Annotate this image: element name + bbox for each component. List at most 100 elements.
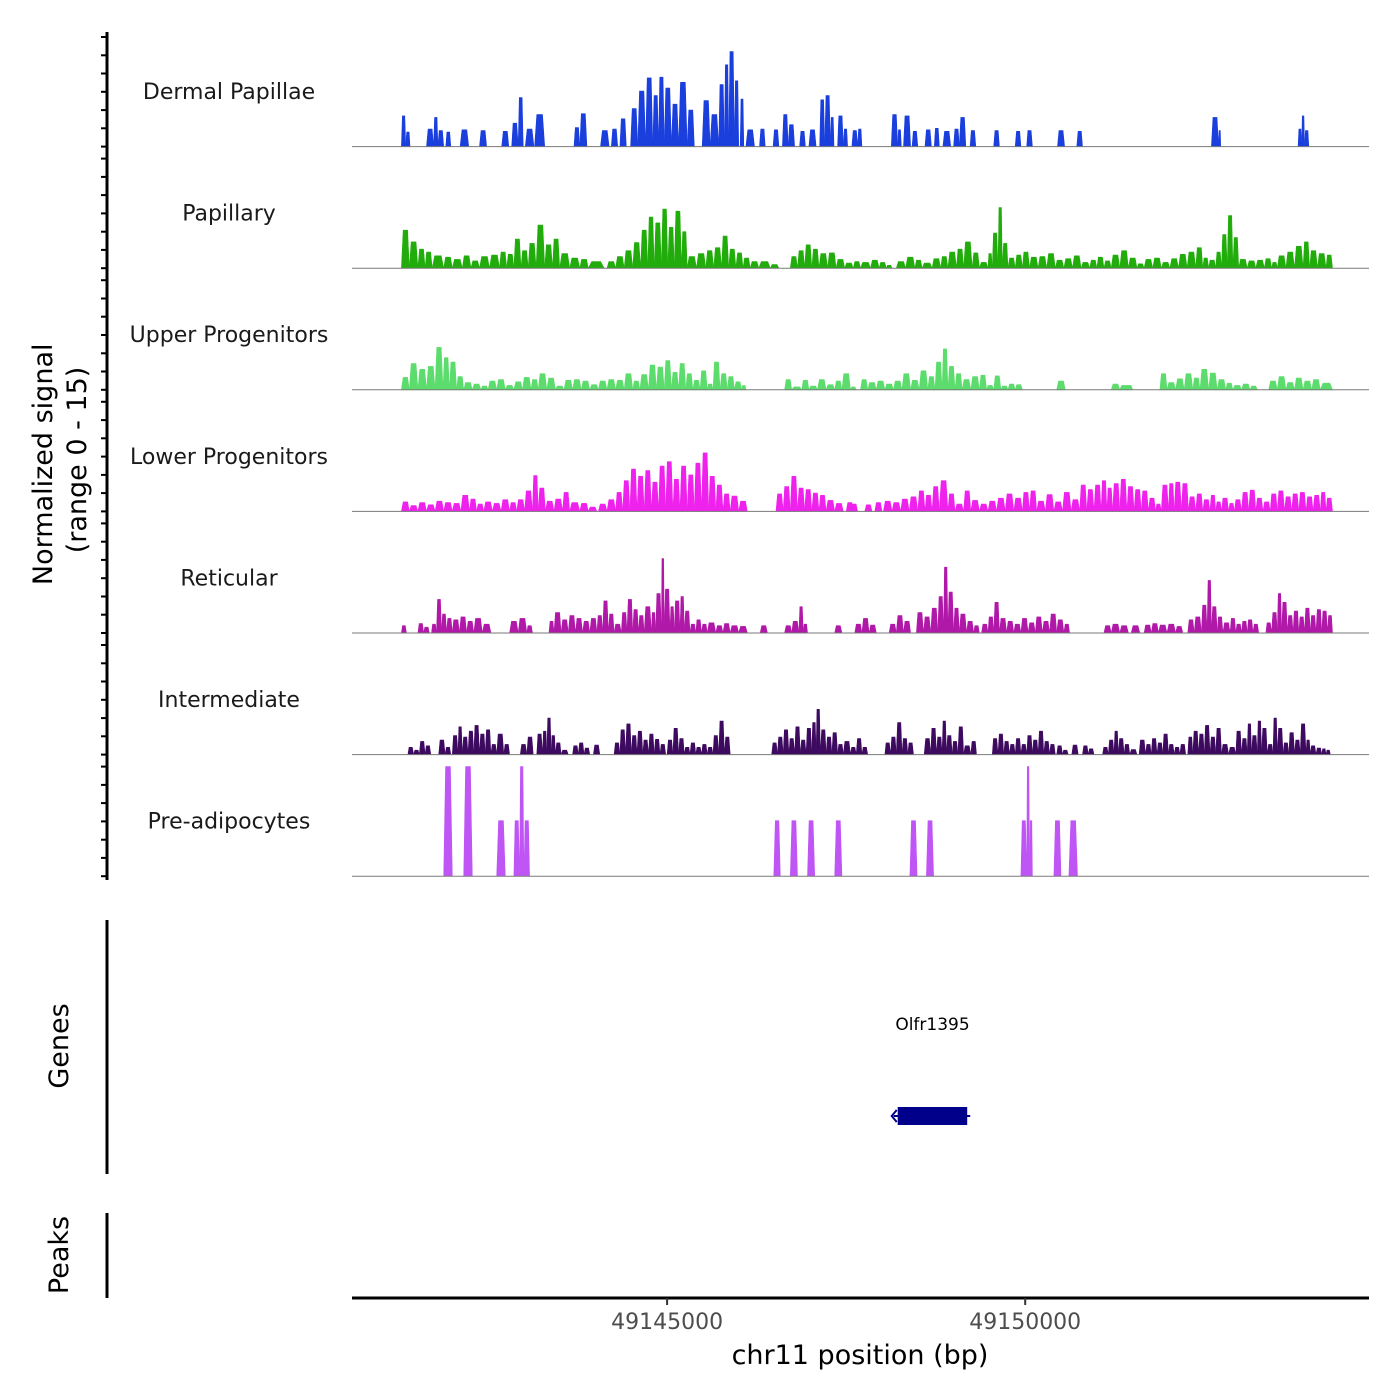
- signal-bin: [536, 733, 543, 755]
- signal-bin: [1221, 234, 1228, 269]
- signal-bin: [997, 733, 1005, 755]
- signal-bin: [946, 735, 953, 755]
- signal-bin: [1053, 501, 1063, 512]
- signal-bin: [1020, 820, 1028, 877]
- signal-bin: [685, 373, 694, 391]
- signal-bin: [443, 766, 453, 877]
- signal-bin: [784, 625, 793, 634]
- signal-bin: [1248, 489, 1257, 512]
- signal-bin: [679, 596, 685, 634]
- signal-bin: [782, 114, 789, 147]
- signal-bin: [860, 379, 869, 391]
- signal-bin: [864, 504, 873, 512]
- signal-bin: [782, 729, 790, 755]
- signal-bin: [1272, 717, 1278, 755]
- signal-bin: [1046, 253, 1056, 269]
- signal-bin: [572, 745, 579, 755]
- signal-bin: [1158, 624, 1168, 634]
- signal-bin: [1119, 625, 1129, 634]
- signal-bin: [930, 607, 939, 634]
- signal-bin: [1261, 727, 1268, 755]
- signal-bin: [460, 494, 470, 512]
- signal-bin: [850, 746, 857, 755]
- signal-bin: [1276, 727, 1284, 755]
- signal-bin: [490, 744, 498, 755]
- signal-bin: [721, 235, 730, 269]
- signal-bin: [589, 384, 599, 391]
- signal-bin: [970, 376, 980, 391]
- signal-bin: [1211, 606, 1218, 634]
- signal-bin: [738, 500, 748, 512]
- signal-bin: [1056, 745, 1063, 755]
- signal-bin: [718, 84, 725, 147]
- signal-bin: [1014, 738, 1022, 755]
- signal-bin: [678, 82, 688, 147]
- signal-bin: [1128, 257, 1138, 269]
- signal-bin: [986, 385, 995, 391]
- signal-bin: [1063, 258, 1073, 269]
- signal-bin: [993, 375, 1002, 391]
- signal-bin: [1029, 820, 1033, 877]
- signal-bin: [1246, 619, 1254, 634]
- signal-bin: [1068, 820, 1078, 877]
- signal-bin: [444, 746, 452, 755]
- signal-bin: [1285, 251, 1295, 269]
- signal-bin: [433, 117, 439, 147]
- signal-bin: [579, 259, 589, 269]
- signal-bin: [1042, 620, 1050, 634]
- signal-bin: [689, 623, 697, 634]
- signal-bin: [701, 100, 711, 147]
- signal-bin: [517, 618, 528, 634]
- signal-bin: [979, 503, 989, 512]
- signal-bin: [924, 494, 933, 512]
- signal-bin: [963, 241, 973, 269]
- signal-bin: [772, 129, 780, 147]
- signal-bin: [449, 361, 457, 391]
- signal-bin: [511, 122, 519, 147]
- signal-bin: [589, 618, 598, 634]
- signal-bin: [957, 726, 964, 755]
- signal-bin: [1221, 497, 1229, 512]
- signal-bin: [408, 241, 419, 269]
- signal-bin: [1014, 131, 1022, 147]
- signal-bin: [1117, 738, 1125, 755]
- signal-bin: [1288, 732, 1295, 755]
- signal-bin: [1168, 744, 1175, 755]
- signal-bin: [901, 373, 911, 391]
- signal-bin: [861, 618, 870, 634]
- signal-bin: [867, 382, 877, 391]
- signal-bin: [921, 262, 933, 269]
- signal-bin: [1327, 615, 1333, 634]
- signal-bin: [923, 738, 932, 755]
- signal-bin: [804, 489, 813, 512]
- signal-bin: [681, 231, 688, 269]
- signal-bin: [575, 618, 583, 634]
- signal-bin: [1309, 615, 1317, 634]
- signal-bin: [1070, 499, 1081, 512]
- signal-bin: [513, 238, 522, 269]
- signal-bin: [1255, 497, 1264, 512]
- signal-bin: [861, 746, 869, 755]
- signal-bin: [811, 492, 820, 512]
- signal-bin: [659, 744, 667, 755]
- signal-bin: [569, 257, 581, 269]
- signal-bin: [1186, 251, 1197, 269]
- signal-bin: [1319, 492, 1327, 512]
- signal-bin: [1281, 601, 1288, 634]
- signal-bin: [842, 128, 848, 147]
- signal-bin: [537, 373, 548, 391]
- signal-bin: [1276, 490, 1285, 512]
- signal-bin: [1087, 748, 1095, 755]
- signal-bin: [825, 384, 836, 391]
- signal-bin: [1007, 383, 1016, 391]
- signal-bin: [1110, 254, 1121, 269]
- signal-bin: [1032, 739, 1039, 755]
- signal-bin: [728, 51, 735, 147]
- signal-bin: [663, 360, 672, 391]
- signal-bin: [519, 744, 528, 755]
- signal-bin: [1026, 766, 1030, 877]
- gene-label-olfr1395: Olfr1395: [895, 1015, 969, 1035]
- signal-bin: [1315, 747, 1323, 755]
- signal-bin: [852, 261, 861, 269]
- signal-bin: [466, 620, 475, 634]
